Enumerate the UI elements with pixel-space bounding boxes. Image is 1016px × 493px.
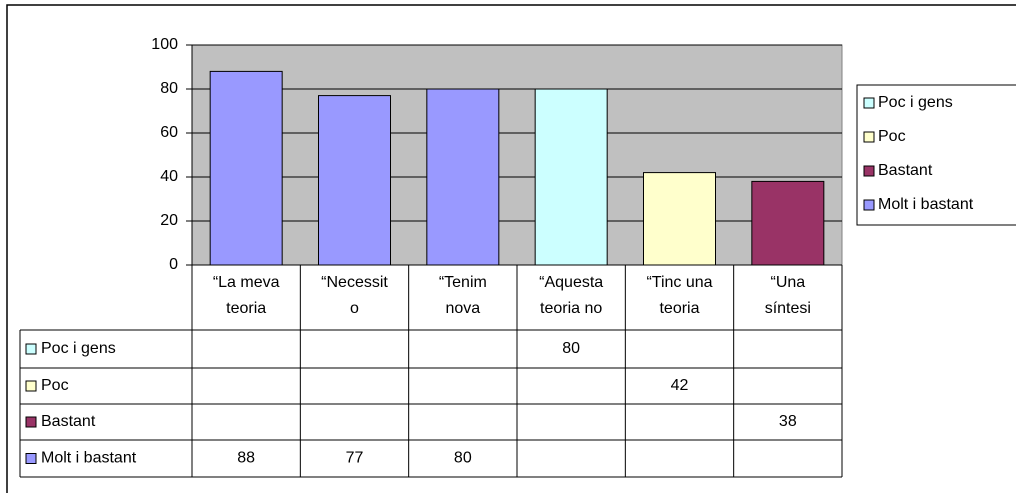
y-tick-label: 60 [160, 124, 178, 141]
table-key [25, 416, 37, 428]
y-tick-label: 0 [169, 256, 178, 273]
bar [751, 180, 825, 266]
x-tick-label: teoria no [540, 300, 602, 317]
legend [856, 84, 1016, 226]
x-tick-label: “La meva [213, 274, 280, 291]
x-tick-label: “Necessit [321, 274, 388, 291]
legend-key [863, 97, 875, 109]
x-tick-label: “Una [770, 274, 805, 291]
table-value: 38 [779, 413, 797, 430]
table-row-label: Bastant [41, 413, 96, 430]
bar [209, 70, 283, 266]
bar [426, 88, 500, 266]
table-row-label: Molt i bastant [41, 450, 137, 467]
table-value: 42 [671, 377, 689, 394]
y-tick-label: 100 [151, 36, 178, 53]
x-tick-label: “Aquesta [539, 274, 603, 291]
table-row-label: Poc [41, 377, 69, 394]
y-tick-label: 20 [160, 212, 178, 229]
x-tick-label: teoria [226, 300, 266, 317]
legend-label: Poc [878, 128, 906, 145]
plot-area [191, 44, 843, 266]
legend-label: Poc i gens [878, 94, 953, 111]
legend-key [863, 165, 875, 177]
x-tick-label: “Tinc una [646, 274, 712, 291]
x-tick-label: nova [445, 300, 480, 317]
y-tick-label: 40 [160, 168, 178, 185]
table-value: 88 [237, 450, 255, 467]
table-key [25, 380, 37, 392]
table-row-label: Poc i gens [41, 340, 116, 357]
bar [318, 95, 391, 266]
table-value: 77 [346, 450, 364, 467]
table-key [25, 343, 37, 355]
legend-key [863, 131, 875, 143]
x-tick-label: “Tenim [439, 274, 487, 291]
y-tick-label: 80 [160, 80, 178, 97]
table-key [25, 453, 37, 464]
table-value: 80 [454, 450, 472, 467]
legend-key [863, 199, 875, 211]
bar [534, 88, 608, 266]
legend-label: Bastant [878, 162, 933, 179]
x-tick-label: o [350, 300, 359, 317]
x-tick-label: teoria [659, 300, 699, 317]
x-tick-label: síntesi [765, 300, 811, 317]
legend-label: Molt i bastant [878, 196, 974, 213]
table-value: 80 [562, 340, 580, 357]
bar [643, 172, 716, 266]
